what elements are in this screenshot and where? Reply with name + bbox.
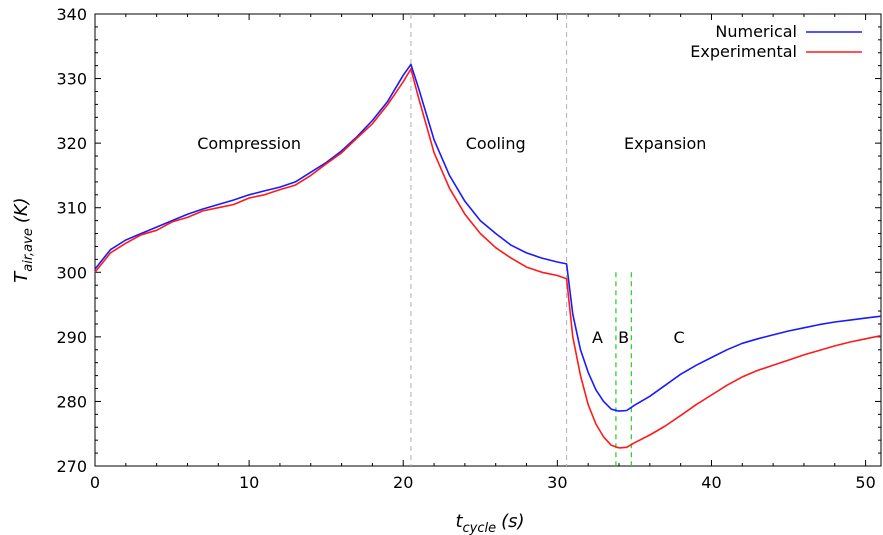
x-tick-label: 40 xyxy=(701,473,721,492)
x-tick-label: 30 xyxy=(547,473,567,492)
y-tick-label: 320 xyxy=(56,134,87,153)
series-group xyxy=(94,63,882,449)
y-tick-label: 290 xyxy=(56,328,87,347)
x-tick-label: 50 xyxy=(855,473,875,492)
y-axis-title-main: T xyxy=(11,270,32,283)
region-label: A xyxy=(592,328,603,347)
region-label: C xyxy=(674,328,685,347)
x-tick-label: 0 xyxy=(90,473,100,492)
region-label: Compression xyxy=(197,134,301,153)
x-axis-title-main: t xyxy=(455,511,463,532)
x-tick-label: 20 xyxy=(393,473,413,492)
region-label: Cooling xyxy=(466,134,526,153)
y-tick-label: 300 xyxy=(56,263,87,282)
x-axis-title-unit: (s) xyxy=(501,511,524,532)
y-axis-title: Tair,ave (K) xyxy=(11,197,36,282)
legend-label: Numerical xyxy=(715,22,797,41)
region-label: B xyxy=(618,328,629,347)
region-label: Expansion xyxy=(624,134,706,153)
y-tick-label: 280 xyxy=(56,392,87,411)
x-tick-label: 10 xyxy=(239,473,259,492)
y-tick-label: 310 xyxy=(56,199,87,218)
tick-group: 0 10 20 30 40 50 270 280 290 300 310 320 330 340 xyxy=(56,5,881,492)
y-tick-label: 340 xyxy=(56,5,87,24)
legend-label: Experimental xyxy=(690,42,797,61)
plot-frame xyxy=(94,13,882,467)
region-label-group: Compression Cooling Expansion A B C xyxy=(197,134,706,347)
vline-group xyxy=(410,14,632,466)
x-axis-title: tcycle (s) xyxy=(455,511,524,535)
y-axis-title-sub: air,ave xyxy=(21,228,36,272)
y-tick-label: 270 xyxy=(56,457,87,476)
series-line-experimental xyxy=(94,68,882,449)
y-axis-title-unit: (K) xyxy=(11,197,32,223)
y-tick-label: 330 xyxy=(56,70,87,89)
x-axis-title-sub: cycle xyxy=(463,521,497,535)
series-line-numerical xyxy=(94,63,882,412)
